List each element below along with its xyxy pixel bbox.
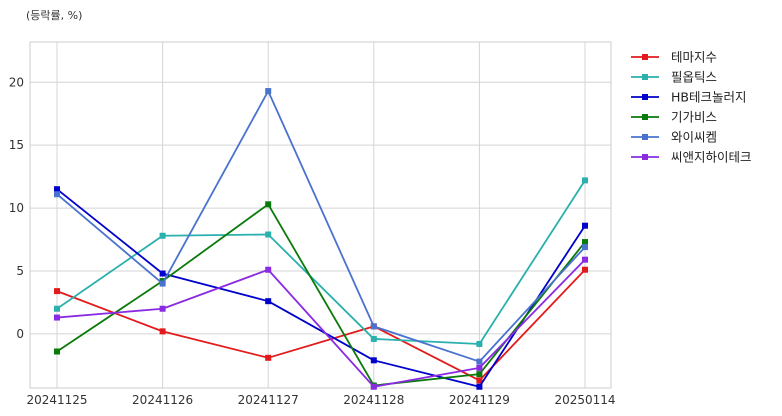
data-point [159, 305, 166, 312]
data-point [582, 244, 588, 251]
y-tick-label: 20 [9, 75, 24, 89]
data-point [54, 186, 60, 193]
series-group [54, 256, 588, 390]
series-group [54, 186, 588, 390]
x-tick-label: 20241129 [449, 393, 510, 407]
series-line [56, 259, 586, 388]
data-point [265, 354, 272, 361]
data-point [54, 348, 60, 355]
plot-area [29, 41, 612, 389]
y-axis: 0 5 10 15 20 [9, 75, 24, 341]
data-point [582, 256, 588, 263]
data-point [54, 191, 60, 198]
data-point [476, 364, 483, 371]
legend-item: 씨앤지하이테크 [631, 150, 752, 165]
data-point [54, 305, 60, 312]
data-point [370, 357, 377, 364]
legend-marker [642, 94, 648, 100]
series-lines [54, 88, 588, 390]
data-point [370, 383, 377, 390]
data-point [159, 280, 166, 287]
data-point [265, 88, 272, 95]
series-line [56, 179, 586, 345]
legend-label: 씨앤지하이테크 [671, 150, 752, 165]
data-point [476, 340, 483, 347]
data-point [476, 377, 483, 384]
data-point [582, 177, 588, 184]
data-point [54, 314, 60, 321]
series-line [56, 203, 586, 387]
data-point [265, 298, 272, 305]
legend-label: 기가비스 [671, 110, 717, 125]
grid [30, 42, 611, 388]
legend-label: HB테크놀러지 [671, 90, 746, 105]
legend-item: 테마지수 [631, 50, 717, 65]
data-point [582, 266, 588, 273]
legend-item: 기가비스 [631, 110, 717, 125]
y-tick-label: 5 [16, 264, 24, 278]
x-tick-label: 20241128 [343, 393, 404, 407]
data-point [159, 270, 166, 277]
data-point [265, 201, 272, 208]
y-tick-label: 10 [9, 201, 24, 215]
data-point [265, 266, 272, 273]
series-group [54, 177, 588, 347]
series-line [56, 269, 586, 382]
series-group [54, 201, 588, 389]
legend-marker [642, 154, 648, 160]
x-tick-label: 20241126 [132, 393, 193, 407]
legend-item: 필옵틱스 [631, 70, 717, 85]
legend-label: 와이씨켐 [671, 130, 717, 145]
legend-label: 필옵틱스 [671, 70, 717, 85]
series-group [54, 88, 588, 365]
unit-note: (등락률, %) [26, 9, 82, 22]
data-point [476, 358, 483, 365]
data-point [159, 232, 166, 239]
legend-marker [642, 54, 648, 60]
data-point [582, 239, 588, 246]
data-point [582, 222, 588, 229]
legend-label: 테마지수 [671, 50, 717, 65]
x-tick-label: 20250114 [554, 393, 615, 407]
data-point [476, 371, 483, 378]
y-tick-label: 15 [9, 138, 24, 152]
data-point [370, 335, 377, 342]
data-point [54, 288, 60, 295]
data-point [476, 383, 483, 390]
series-line [56, 90, 586, 363]
y-tick-label: 0 [16, 327, 24, 341]
data-point [159, 328, 166, 335]
x-tick-label: 20241125 [26, 393, 87, 407]
legend-item: 와이씨켐 [631, 130, 717, 145]
data-point [370, 323, 377, 330]
legend-marker [642, 134, 648, 140]
x-axis: 20241125 20241126 20241127 20241128 20241129… [26, 393, 615, 407]
x-tick-label: 20241127 [238, 393, 299, 407]
series-line [56, 188, 586, 388]
series-group [54, 266, 588, 384]
legend-item: HB테크놀러지 [631, 90, 746, 105]
legend-marker [642, 114, 648, 120]
data-point [265, 231, 272, 238]
legend-marker [642, 74, 648, 80]
